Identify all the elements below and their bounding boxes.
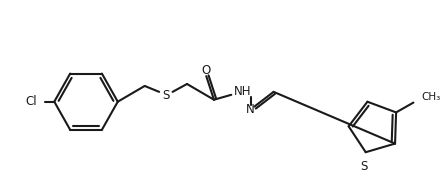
- Text: CH₃: CH₃: [421, 92, 440, 102]
- Text: NH: NH: [234, 85, 252, 98]
- Text: Cl: Cl: [25, 95, 37, 108]
- Text: N: N: [246, 103, 255, 116]
- Text: S: S: [360, 160, 367, 173]
- Text: O: O: [202, 64, 211, 77]
- Text: S: S: [162, 89, 170, 102]
